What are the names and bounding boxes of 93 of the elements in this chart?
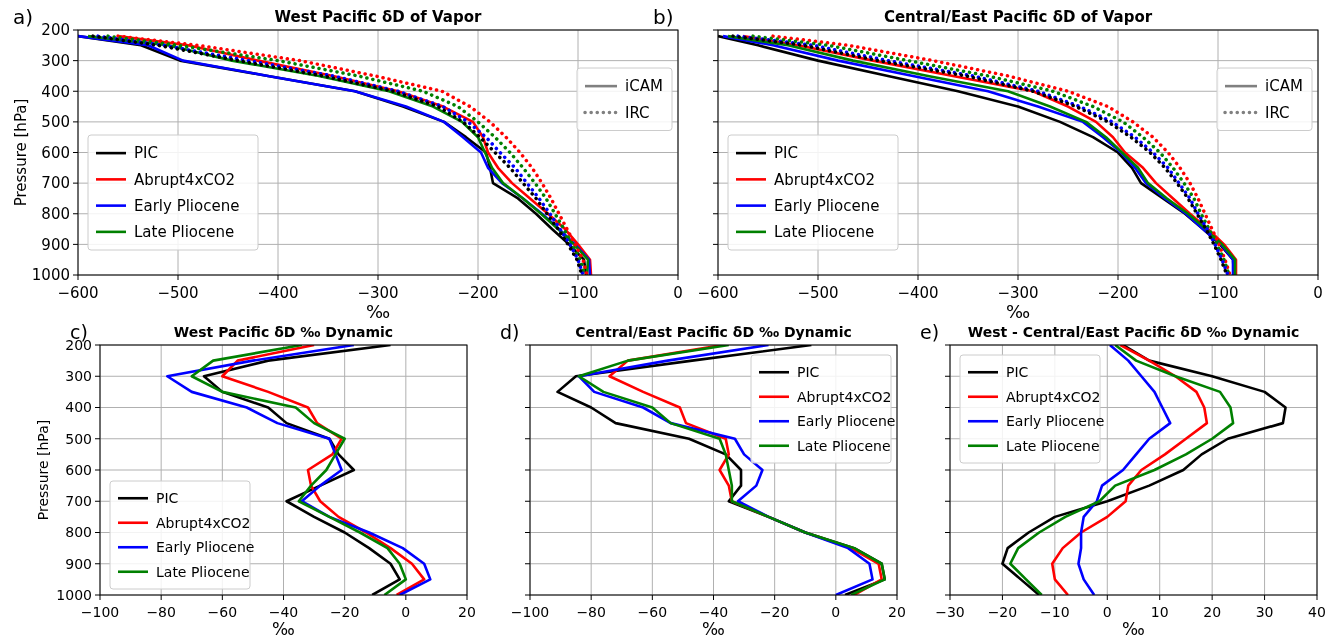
x-tick-label: −100 (80, 604, 120, 620)
x-axis-title: ‰ (1005, 300, 1031, 322)
x-tick-label: −20 (987, 604, 1018, 620)
chart-title: West Pacific δD of Vapor (274, 8, 483, 26)
legend-label: PIC (797, 364, 820, 381)
x-tick-label: −40 (268, 604, 299, 620)
x-tick-label: 0 (831, 604, 841, 620)
legend-label: Abrupt4xCO2 (156, 514, 251, 531)
legend-label: Late Pliocene (1006, 437, 1100, 454)
legend-label: Abrupt4xCO2 (774, 170, 876, 189)
x-tick-label: −600 (697, 284, 739, 302)
legend-label: Early Pliocene (156, 539, 255, 556)
legend-label: Late Pliocene (134, 223, 235, 242)
chart-title: Central/East Pacific δD of Vapor (883, 8, 1153, 26)
x-tick-label: −600 (57, 284, 99, 302)
legend-label: PIC (774, 144, 798, 163)
y-tick-label: 600 (65, 461, 92, 478)
x-tick-label: 20 (458, 604, 476, 620)
y-axis-title: Pressure [hPa] (35, 419, 51, 521)
x-tick-label: −20 (329, 604, 360, 620)
x-axis-title: ‰ (365, 300, 391, 322)
text: e) (920, 321, 940, 343)
y-tick-label: 900 (65, 555, 92, 572)
x-tick-label: −400 (257, 284, 299, 302)
x-tick-label: −30 (935, 604, 965, 620)
y-axis-title: Pressure [hPa] (12, 98, 30, 207)
y-tick-label: 1000 (31, 266, 70, 285)
legend-label: Late Pliocene (774, 223, 875, 242)
legend-label: PIC (156, 490, 179, 507)
legend-label: Abrupt4xCO2 (134, 170, 236, 189)
x-tick-label: −300 (357, 284, 399, 302)
legend-label: Abrupt4xCO2 (797, 388, 892, 405)
y-tick-label: 400 (65, 399, 92, 416)
x-tick-label: −40 (698, 604, 729, 620)
x-tick-label: −100 (557, 284, 599, 302)
chart-title: West Pacific δD ‰ Dynamic (173, 324, 394, 340)
text: a) (13, 5, 34, 29)
legend-label: PIC (1006, 364, 1029, 381)
x-tick-label: −60 (637, 604, 668, 620)
annotation: iCAM (1265, 77, 1303, 96)
x-tick-label: 0 (401, 604, 411, 620)
annotation: IRC (625, 103, 650, 122)
y-tick-label: 800 (65, 524, 92, 541)
y-tick-label: 600 (41, 143, 70, 162)
legend-label: Early Pliocene (134, 196, 240, 215)
x-tick-label: −20 (759, 604, 790, 620)
x-tick-label: 40 (1308, 604, 1326, 620)
annotation: iCAM (625, 77, 663, 96)
y-tick-label: 800 (41, 205, 70, 223)
chart-title: Central/East Pacific δD ‰ Dynamic (575, 324, 852, 340)
x-tick-label: −100 (1197, 284, 1239, 302)
y-tick-label: 400 (41, 82, 70, 101)
x-tick-label: 10 (1150, 604, 1169, 620)
x-tick-label: −80 (146, 604, 176, 620)
legend-label: Early Pliocene (1006, 413, 1105, 430)
x-tick-label: 0 (1313, 284, 1323, 302)
x-tick-label: −100 (510, 604, 550, 620)
x-tick-label: −300 (997, 284, 1039, 302)
legend-label: Late Pliocene (156, 563, 250, 580)
y-tick-label: 200 (41, 21, 70, 40)
y-tick-label: 700 (65, 493, 92, 510)
y-tick-label: 300 (65, 368, 92, 385)
x-tick-label: −500 (797, 284, 839, 302)
x-tick-label: −80 (576, 604, 606, 620)
x-tick-label: −500 (157, 284, 199, 302)
x-axis-title: ‰ (1122, 619, 1145, 637)
x-tick-label: −60 (207, 604, 238, 620)
legend-label: Early Pliocene (774, 196, 880, 215)
y-tick-label: 1000 (56, 586, 92, 603)
legend-label: Late Pliocene (797, 437, 891, 454)
text: d) (500, 321, 520, 343)
y-tick-label: 500 (41, 113, 70, 132)
x-tick-label: −200 (1097, 284, 1139, 302)
text: b) (653, 5, 674, 29)
y-tick-label: 700 (41, 174, 70, 193)
x-tick-label: 20 (1203, 604, 1222, 620)
legend-label: Early Pliocene (797, 413, 896, 430)
x-tick-label: −10 (1040, 604, 1070, 620)
x-tick-label: 30 (1255, 604, 1274, 620)
y-tick-label: 300 (41, 51, 70, 70)
y-tick-label: 500 (65, 430, 92, 447)
annotation: IRC (1265, 103, 1290, 122)
y-tick-label: 900 (41, 235, 70, 254)
chart-title: West - Central/East Pacific δD ‰ Dynamic (967, 324, 1300, 340)
x-axis-title: ‰ (702, 619, 725, 637)
legend-label: PIC (134, 144, 158, 163)
x-tick-label: −400 (897, 284, 939, 302)
x-tick-label: 0 (673, 284, 683, 302)
x-tick-label: 0 (1102, 604, 1112, 620)
legend-label: Abrupt4xCO2 (1006, 388, 1101, 405)
x-axis-title: ‰ (272, 619, 295, 637)
x-tick-label: −200 (457, 284, 499, 302)
x-tick-label: 20 (888, 604, 906, 620)
